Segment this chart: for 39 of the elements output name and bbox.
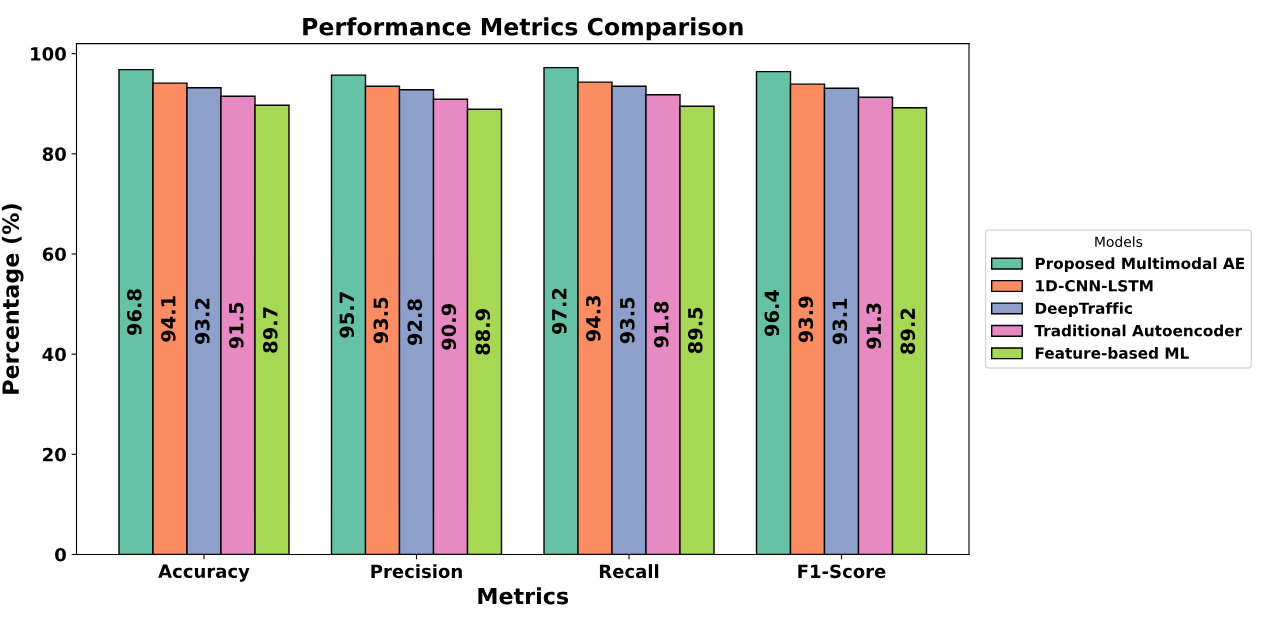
data-label: 97.2 <box>551 288 567 335</box>
data-label: 90.9 <box>441 304 457 350</box>
data-label: 93.5 <box>619 297 635 344</box>
y-tick-label: 0 <box>55 547 66 562</box>
data-label: 91.3 <box>866 303 882 349</box>
y-axis-title: Percentage (%) <box>1 204 24 394</box>
x-axis-title: Metrics <box>478 587 569 605</box>
data-label: 88.9 <box>475 309 491 355</box>
legend-label: Proposed Multimodal AE <box>1035 257 1245 273</box>
data-label: 96.8 <box>126 289 142 336</box>
y-tick-label: 60 <box>42 247 66 262</box>
x-tick-label: F1-Score <box>798 564 886 579</box>
legend-label: 1D-CNN-LSTM <box>1036 280 1153 292</box>
data-label: 95.7 <box>339 292 355 338</box>
y-tick-label: 40 <box>42 347 66 362</box>
data-label: 93.2 <box>194 298 210 345</box>
data-label: 91.8 <box>653 301 669 348</box>
x-tick-label: Accuracy <box>158 564 250 582</box>
data-label: 93.1 <box>832 298 848 345</box>
y-tick-label: 80 <box>42 147 66 161</box>
y-tick-label: 20 <box>43 447 66 462</box>
y-tick-label: 100 <box>31 47 66 61</box>
data-label: 93.9 <box>798 296 814 343</box>
data-label: 94.1 <box>160 296 176 342</box>
data-label: 94.3 <box>585 295 601 342</box>
data-label: 96.4 <box>764 289 780 337</box>
data-label: 89.5 <box>687 307 703 354</box>
legend-label: DeepTraffic <box>1035 302 1132 317</box>
data-label: 92.8 <box>407 299 423 346</box>
legend-label: Feature-based ML <box>1035 347 1189 359</box>
x-tick-label: Recall <box>599 564 659 579</box>
chart-title: Performance Metrics Comparison <box>303 17 743 41</box>
legend-title: Models <box>1095 236 1143 248</box>
data-label: 89.7 <box>262 307 278 353</box>
data-label: 91.5 <box>228 302 244 349</box>
data-label: 93.5 <box>373 297 389 344</box>
data-label: 89.2 <box>900 308 916 354</box>
x-tick-label: Precision <box>371 564 462 579</box>
legend-label: Traditional Autoencoder <box>1034 324 1243 337</box>
